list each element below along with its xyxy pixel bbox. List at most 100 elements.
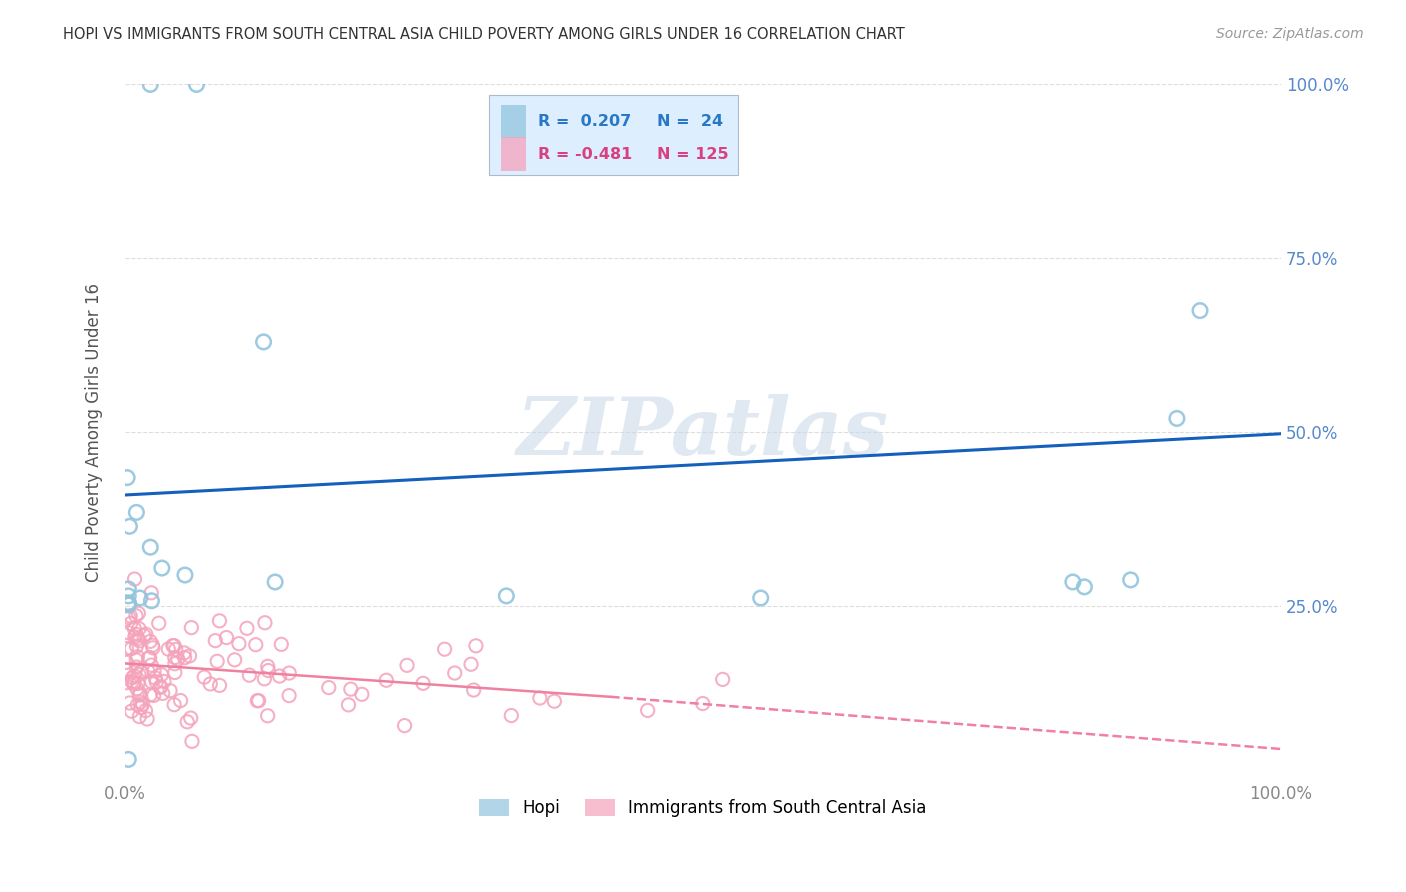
- Point: [120, 616, 142, 631]
- Point: [135, 704, 157, 718]
- Point: [118, 610, 141, 624]
- Point: [204, 633, 226, 648]
- Point: [394, 718, 416, 732]
- Point: [142, 689, 165, 703]
- Point: [143, 664, 166, 678]
- Point: [139, 540, 162, 554]
- Point: [236, 621, 259, 635]
- Point: [180, 711, 202, 725]
- Point: [125, 505, 148, 519]
- Point: [132, 629, 155, 643]
- Point: [637, 703, 659, 717]
- Point: [115, 663, 138, 677]
- Point: [145, 674, 167, 689]
- Point: [256, 708, 278, 723]
- Point: [247, 694, 270, 708]
- Point: [460, 657, 482, 672]
- Point: [256, 659, 278, 673]
- Point: [166, 652, 188, 666]
- Point: [115, 641, 138, 656]
- Point: [136, 712, 159, 726]
- Point: [141, 594, 163, 608]
- FancyBboxPatch shape: [489, 95, 738, 175]
- Point: [165, 642, 187, 657]
- Point: [121, 671, 143, 685]
- Point: [128, 622, 150, 636]
- Point: [278, 666, 301, 681]
- Point: [121, 704, 143, 718]
- Text: ZIPatlas: ZIPatlas: [517, 393, 889, 471]
- Point: [412, 676, 434, 690]
- Point: [141, 586, 163, 600]
- Point: [117, 752, 139, 766]
- Point: [127, 607, 149, 621]
- Point: [120, 608, 142, 623]
- Point: [150, 667, 173, 681]
- Point: [139, 78, 162, 92]
- Point: [176, 714, 198, 729]
- Point: [253, 615, 276, 630]
- Point: [228, 637, 250, 651]
- Point: [179, 648, 201, 663]
- Point: [163, 639, 186, 653]
- Point: [200, 677, 222, 691]
- Point: [208, 678, 231, 692]
- Point: [117, 589, 139, 603]
- Point: [433, 642, 456, 657]
- Point: [136, 664, 159, 678]
- Point: [375, 673, 398, 688]
- Point: [122, 675, 145, 690]
- Point: [443, 666, 465, 681]
- Point: [153, 674, 176, 689]
- Point: [711, 673, 734, 687]
- FancyBboxPatch shape: [501, 104, 526, 138]
- Point: [245, 638, 267, 652]
- Point: [278, 689, 301, 703]
- Point: [117, 582, 139, 596]
- Point: [152, 686, 174, 700]
- Point: [128, 633, 150, 648]
- Point: [173, 646, 195, 660]
- Point: [181, 734, 204, 748]
- Point: [141, 674, 163, 689]
- Text: N = 125: N = 125: [657, 146, 728, 161]
- Point: [138, 650, 160, 665]
- Point: [180, 621, 202, 635]
- Point: [125, 608, 148, 623]
- Point: [125, 627, 148, 641]
- Point: [143, 671, 166, 685]
- Point: [337, 698, 360, 712]
- Point: [148, 616, 170, 631]
- Point: [495, 589, 517, 603]
- Text: R = -0.481: R = -0.481: [537, 146, 631, 161]
- Point: [252, 334, 274, 349]
- Point: [174, 568, 197, 582]
- Point: [264, 574, 287, 589]
- Point: [162, 639, 184, 653]
- Point: [224, 653, 246, 667]
- Point: [127, 649, 149, 664]
- Point: [543, 694, 565, 708]
- Point: [396, 658, 419, 673]
- Point: [463, 683, 485, 698]
- Point: [118, 597, 141, 611]
- Point: [215, 631, 238, 645]
- Point: [120, 641, 142, 656]
- Point: [253, 672, 276, 686]
- Point: [257, 664, 280, 678]
- Point: [124, 572, 146, 586]
- Point: [124, 622, 146, 636]
- Point: [131, 697, 153, 711]
- Point: [139, 634, 162, 648]
- Point: [1062, 574, 1084, 589]
- Point: [1189, 303, 1212, 318]
- Point: [139, 688, 162, 702]
- Point: [205, 654, 228, 668]
- Point: [169, 693, 191, 707]
- Point: [125, 660, 148, 674]
- Point: [128, 688, 150, 702]
- Text: HOPI VS IMMIGRANTS FROM SOUTH CENTRAL ASIA CHILD POVERTY AMONG GIRLS UNDER 16 CO: HOPI VS IMMIGRANTS FROM SOUTH CENTRAL AS…: [63, 27, 905, 42]
- Point: [127, 632, 149, 646]
- Text: Source: ZipAtlas.com: Source: ZipAtlas.com: [1216, 27, 1364, 41]
- Point: [159, 683, 181, 698]
